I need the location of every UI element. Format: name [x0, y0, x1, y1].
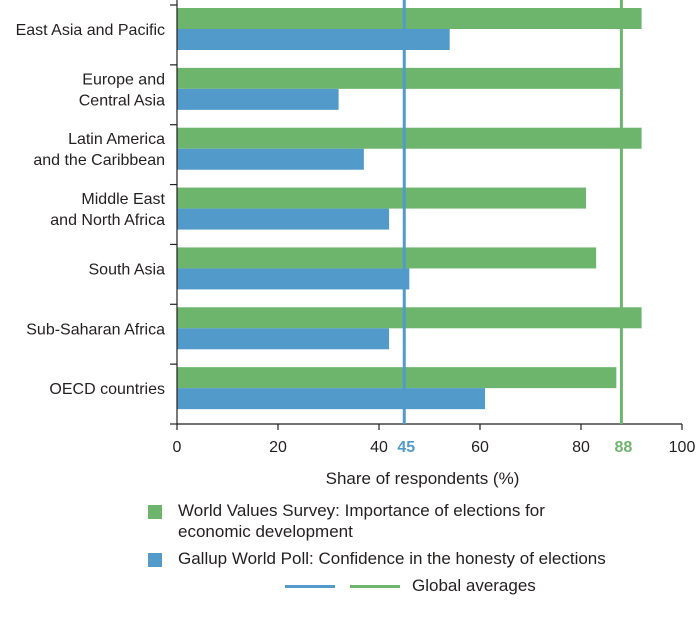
- x-tick-label-1: 20: [269, 439, 287, 456]
- bar-gallup-2: [177, 148, 364, 170]
- category-label-1: Europe and Central Asia: [79, 71, 165, 109]
- legend-line-wvs-average: [350, 585, 400, 588]
- legend-swatch-wvs: [148, 505, 162, 519]
- reference-label-45: 45: [397, 439, 415, 456]
- bar-wvs-3: [177, 187, 587, 209]
- bar-gallup-3: [177, 208, 390, 230]
- legend-label-gallup: Gallup World Poll: Confidence in the hon…: [178, 549, 606, 568]
- bar-gallup-4: [177, 268, 410, 290]
- category-label-line: and North Africa: [50, 212, 165, 229]
- category-label-6: OECD countries: [49, 381, 165, 398]
- bar-wvs-0: [177, 8, 642, 29]
- bar-gallup-0: [177, 29, 450, 50]
- category-label-line: Central Asia: [79, 92, 165, 109]
- bar-wvs-4: [177, 247, 597, 269]
- category-label-5: Sub-Saharan Africa: [26, 321, 165, 338]
- category-label-line: Latin America: [68, 131, 165, 148]
- category-label-4: South Asia: [89, 261, 166, 278]
- x-tick-label-0: 0: [173, 439, 182, 456]
- category-label-line: and the Caribbean: [33, 152, 165, 169]
- legend-item-wvs: World Values Survey: Importance of elect…: [148, 500, 700, 542]
- bar-wvs-6: [177, 367, 617, 389]
- category-label-line: Europe and: [82, 71, 165, 88]
- bar-wvs-2: [177, 127, 642, 149]
- legend-item-averages: Global averages: [148, 575, 700, 599]
- legend-label-averages: Global averages: [412, 576, 536, 595]
- legend-label-wvs-line1: World Values Survey: Importance of elect…: [178, 501, 545, 520]
- bar-gallup-5: [177, 328, 390, 350]
- legend-item-gallup: Gallup World Poll: Confidence in the hon…: [148, 548, 700, 569]
- bar-gallup-1: [177, 88, 339, 110]
- x-axis-title: Share of respondents (%): [326, 469, 520, 488]
- category-label-line: South Asia: [89, 261, 166, 278]
- category-label-2: Latin America and the Caribbean: [33, 131, 165, 169]
- reference-label-88: 88: [615, 439, 633, 456]
- legend-label-wvs-line2: economic development: [178, 522, 353, 541]
- category-label-3: Middle East and North Africa: [50, 191, 165, 229]
- x-tick-label-4: 80: [572, 439, 590, 456]
- category-label-line: Sub-Saharan Africa: [26, 321, 165, 338]
- category-label-line: OECD countries: [49, 381, 165, 398]
- legend: World Values Survey: Importance of elect…: [148, 500, 700, 599]
- bar-gallup-6: [177, 388, 486, 410]
- bar-chart: East Asia and Pacific Europe and Central A…: [16, 0, 696, 488]
- x-tick-label-3: 60: [471, 439, 489, 456]
- category-label-line: Middle East: [81, 191, 165, 208]
- bar-wvs-5: [177, 307, 642, 329]
- category-label-line: East Asia and Pacific: [16, 22, 165, 39]
- x-tick-label-2: 40: [370, 439, 388, 456]
- legend-swatch-gallup: [148, 553, 162, 567]
- bar-wvs-1: [177, 67, 622, 89]
- category-label-0: East Asia and Pacific: [16, 22, 165, 39]
- x-tick-label-5: 100: [669, 439, 696, 456]
- legend-line-gallup-average: [285, 585, 335, 588]
